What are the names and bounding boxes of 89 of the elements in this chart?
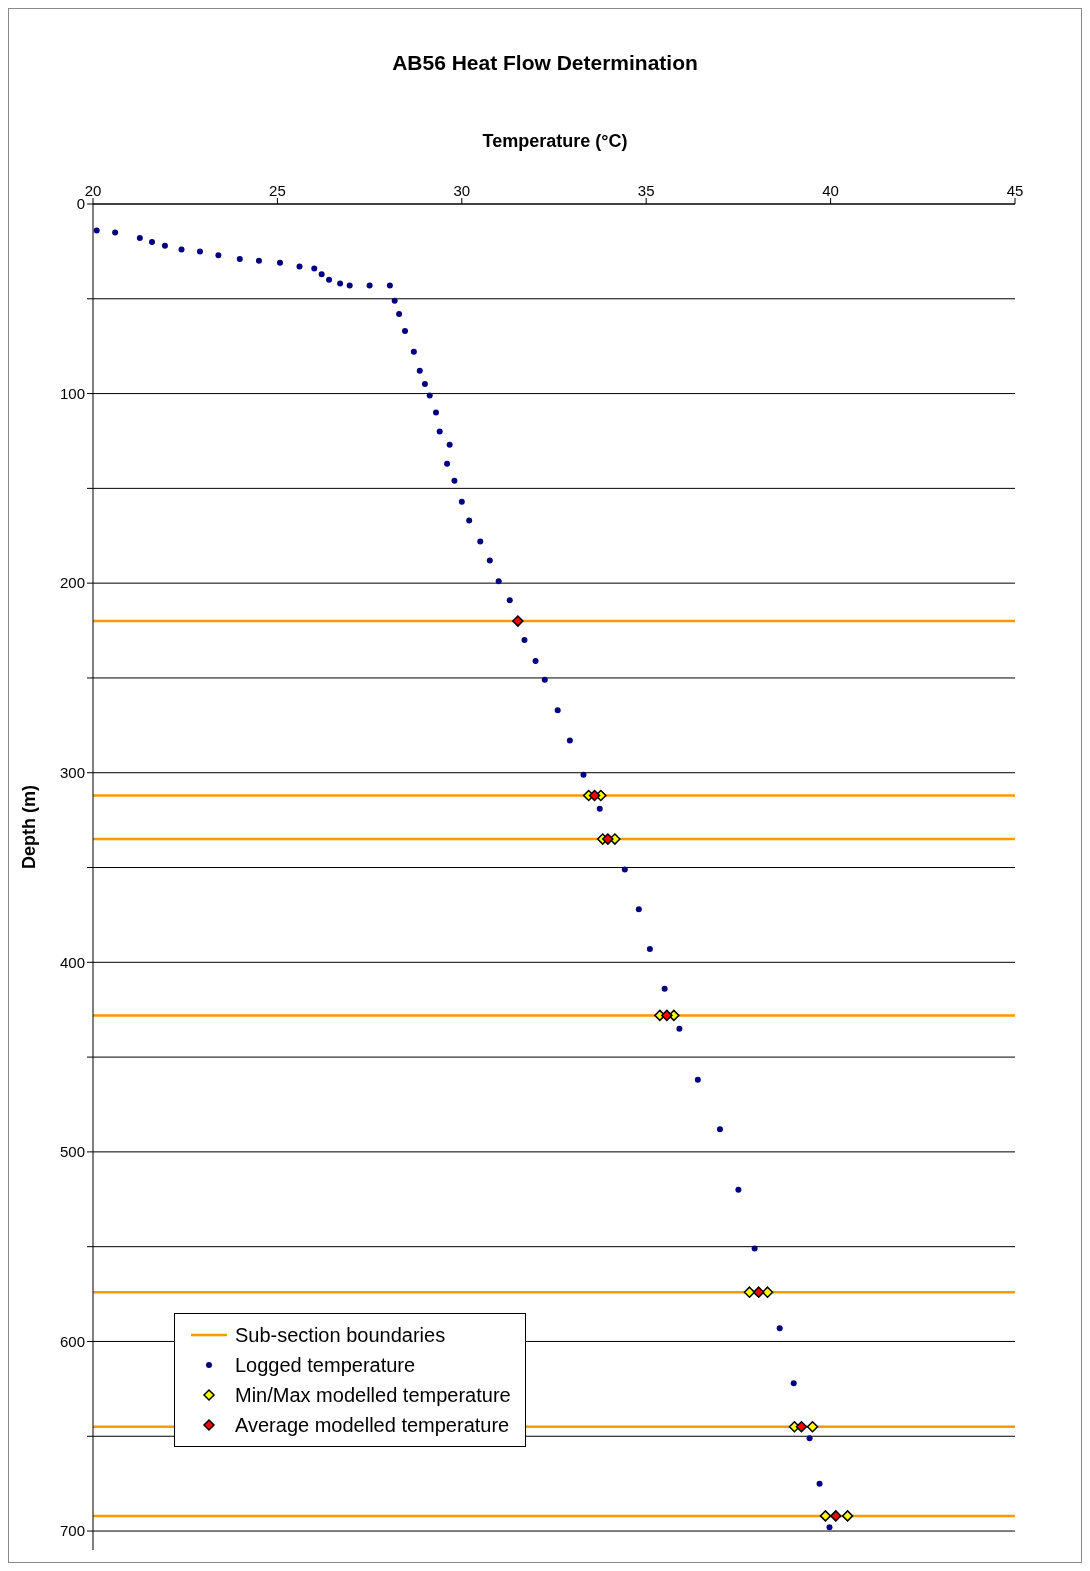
y-tick-label: 700 xyxy=(59,1522,85,1540)
point xyxy=(161,242,168,249)
point xyxy=(621,866,628,873)
y-axis-title: Depth (m) xyxy=(19,785,40,869)
point xyxy=(446,441,453,448)
point xyxy=(178,246,185,253)
point xyxy=(790,1380,797,1387)
point xyxy=(391,297,398,304)
point xyxy=(458,498,465,505)
point xyxy=(366,282,373,289)
y-tick-label: 400 xyxy=(59,953,85,971)
x-tick-label: 30 xyxy=(453,182,471,199)
point xyxy=(694,1076,701,1083)
point xyxy=(776,1325,783,1332)
point xyxy=(426,392,433,399)
point xyxy=(735,1186,742,1193)
point xyxy=(819,1510,832,1522)
point xyxy=(112,229,119,236)
point xyxy=(580,771,587,778)
point xyxy=(444,460,451,467)
point xyxy=(402,328,409,335)
legend-label: Sub-section boundaries xyxy=(235,1323,446,1347)
point xyxy=(215,252,222,259)
point xyxy=(806,1435,813,1442)
point xyxy=(532,657,539,664)
y-tick-label: 0 xyxy=(76,195,85,213)
point xyxy=(588,789,601,802)
point xyxy=(311,265,318,272)
point xyxy=(421,381,428,388)
point xyxy=(196,248,203,255)
y-tick-label: 300 xyxy=(59,764,85,782)
point xyxy=(136,235,143,242)
point xyxy=(716,1126,723,1133)
point xyxy=(602,833,614,845)
point xyxy=(495,578,502,585)
point xyxy=(676,1025,683,1032)
point xyxy=(255,257,262,264)
y-tick-label: 600 xyxy=(59,1332,85,1350)
point xyxy=(436,428,443,435)
point xyxy=(635,906,642,913)
x-tick-label: 45 xyxy=(1006,182,1024,199)
point xyxy=(486,557,493,564)
point xyxy=(337,280,344,287)
point xyxy=(506,597,513,604)
point xyxy=(236,255,243,262)
point xyxy=(596,805,603,812)
point xyxy=(318,271,325,278)
x-tick-label: 25 xyxy=(269,182,286,199)
point xyxy=(93,227,100,234)
x-tick-label: 40 xyxy=(822,182,839,199)
x-axis-title: Temperature (°C) xyxy=(481,131,629,152)
y-tick-label: 500 xyxy=(59,1143,85,1161)
point xyxy=(816,1480,823,1487)
point xyxy=(396,310,403,317)
point xyxy=(451,477,458,484)
point xyxy=(751,1245,758,1252)
legend-label: Average modelled temperature xyxy=(235,1413,510,1437)
y-tick-label: 100 xyxy=(59,384,85,402)
point xyxy=(554,707,561,714)
point xyxy=(346,282,353,289)
point xyxy=(795,1421,808,1433)
point xyxy=(296,263,303,270)
point xyxy=(326,276,333,283)
y-tick-label: 200 xyxy=(59,574,85,592)
x-tick-label: 35 xyxy=(637,182,655,199)
point xyxy=(149,238,156,245)
legend-label: Min/Max modelled temperature xyxy=(235,1383,511,1407)
point xyxy=(826,1524,833,1531)
point xyxy=(806,1421,819,1433)
chart-title: AB56 Heat Flow Determination xyxy=(391,51,699,75)
point xyxy=(566,737,573,744)
point xyxy=(752,1286,765,1298)
point xyxy=(410,348,417,355)
point xyxy=(386,282,393,289)
point xyxy=(477,538,484,545)
point xyxy=(541,676,548,683)
point xyxy=(661,1009,673,1022)
point xyxy=(416,367,423,374)
x-tick-label: 20 xyxy=(84,182,102,199)
point xyxy=(432,409,439,416)
point xyxy=(276,259,283,266)
point xyxy=(661,985,668,992)
point xyxy=(466,517,473,524)
point xyxy=(512,615,524,627)
point xyxy=(830,1510,842,1522)
point xyxy=(841,1510,854,1522)
point xyxy=(646,946,653,953)
legend-label: Logged temperature xyxy=(235,1353,416,1377)
point xyxy=(521,637,528,644)
